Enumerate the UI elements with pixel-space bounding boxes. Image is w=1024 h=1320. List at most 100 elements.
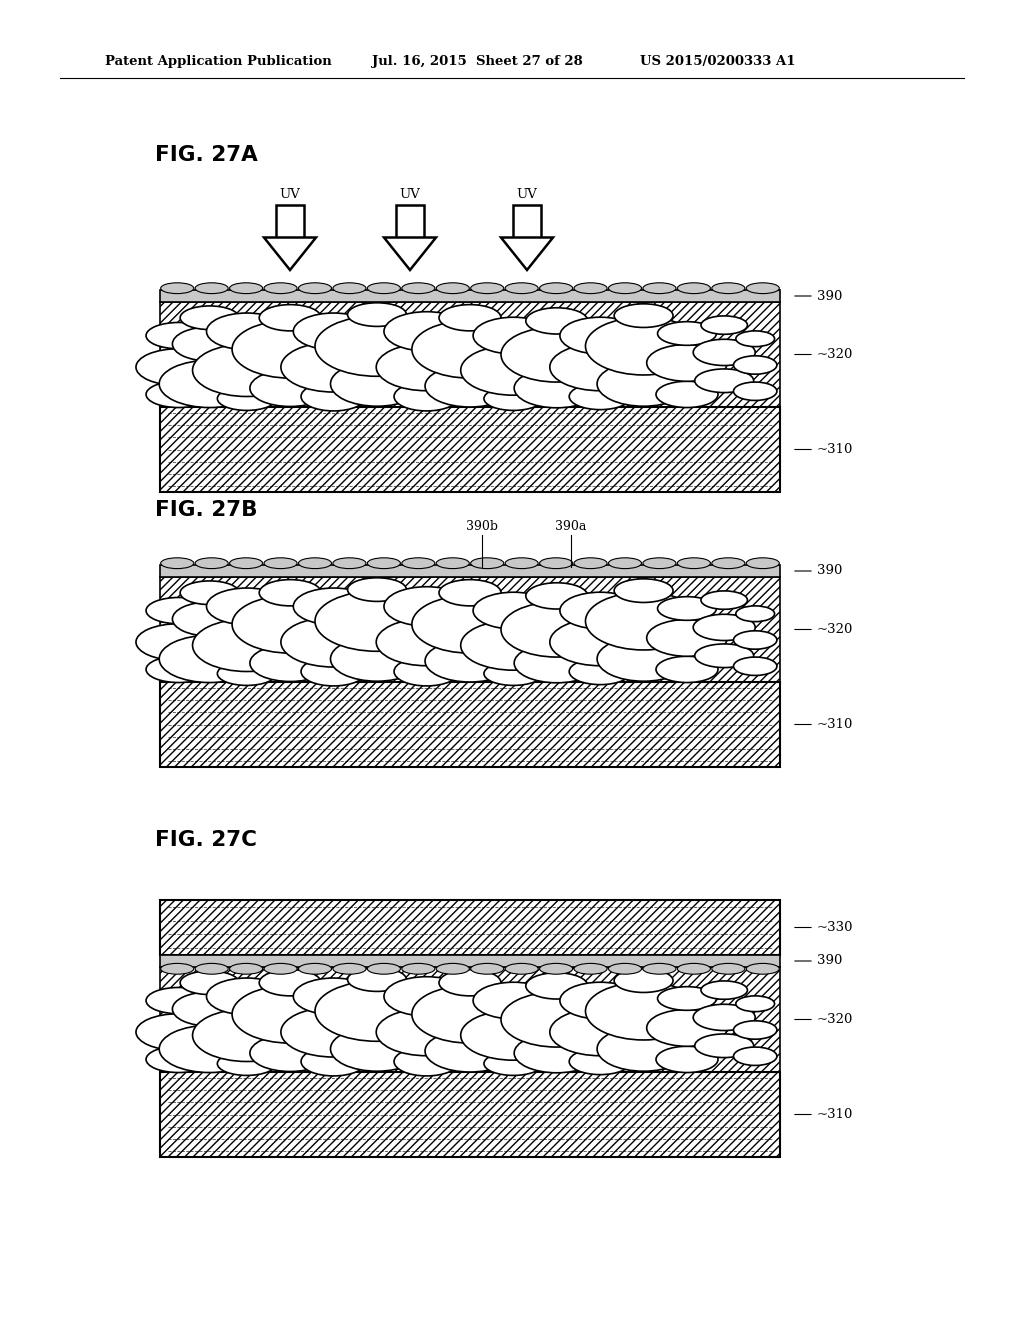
Ellipse shape [550,619,650,665]
Ellipse shape [560,317,640,354]
Ellipse shape [207,587,287,624]
Text: 390: 390 [817,954,843,968]
Ellipse shape [656,1047,718,1073]
Ellipse shape [333,558,366,569]
Ellipse shape [608,282,641,293]
Text: UV: UV [399,189,421,202]
Ellipse shape [331,636,424,681]
Ellipse shape [550,1008,650,1056]
Ellipse shape [439,305,501,331]
Text: ~320: ~320 [817,623,853,636]
Ellipse shape [196,964,228,974]
Ellipse shape [401,964,435,974]
Ellipse shape [736,606,774,622]
Ellipse shape [505,558,539,569]
Ellipse shape [569,659,631,685]
Ellipse shape [250,370,331,407]
Ellipse shape [471,282,504,293]
Ellipse shape [259,970,322,995]
Ellipse shape [461,346,566,395]
Ellipse shape [159,635,260,682]
Text: 390b: 390b [466,520,499,533]
Ellipse shape [597,1027,690,1072]
Ellipse shape [161,282,194,293]
Text: FIG. 27C: FIG. 27C [155,830,257,850]
Ellipse shape [376,619,477,665]
Text: ~310: ~310 [817,1107,853,1121]
Text: 390: 390 [817,289,843,302]
Ellipse shape [643,558,676,569]
Ellipse shape [694,368,754,392]
Bar [160,1072,780,1158]
Ellipse shape [301,657,367,686]
Ellipse shape [384,312,469,351]
Ellipse shape [733,1020,777,1039]
Ellipse shape [701,981,748,999]
Ellipse shape [597,362,690,407]
Ellipse shape [207,313,287,350]
Ellipse shape [376,1008,477,1056]
Ellipse shape [677,558,711,569]
Ellipse shape [347,578,407,602]
Ellipse shape [136,348,221,385]
Ellipse shape [136,624,221,660]
Ellipse shape [608,558,641,569]
Ellipse shape [368,282,400,293]
Ellipse shape [298,964,332,974]
Ellipse shape [712,558,744,569]
Ellipse shape [514,368,599,408]
Ellipse shape [180,581,239,605]
Ellipse shape [574,282,607,293]
Bar [160,407,780,492]
Ellipse shape [647,1010,727,1047]
Ellipse shape [333,282,366,293]
Ellipse shape [484,387,543,411]
Ellipse shape [159,1026,260,1073]
Ellipse shape [264,964,297,974]
Bar [160,302,780,407]
Text: FIG. 27A: FIG. 27A [155,145,258,165]
Text: UV: UV [280,189,300,202]
Ellipse shape [384,977,469,1016]
Ellipse shape [736,331,774,347]
Ellipse shape [159,360,260,408]
Ellipse shape [229,282,262,293]
Ellipse shape [525,973,588,999]
Ellipse shape [259,305,322,331]
Text: 390a: 390a [555,520,587,533]
Text: ~310: ~310 [817,718,853,731]
Ellipse shape [540,964,572,974]
Ellipse shape [436,964,469,974]
Ellipse shape [525,582,588,609]
Ellipse shape [586,982,701,1040]
Ellipse shape [712,282,744,293]
Bar [396,205,424,238]
Ellipse shape [217,387,276,411]
Ellipse shape [473,317,554,354]
Ellipse shape [331,362,424,407]
Ellipse shape [425,366,515,407]
Polygon shape [501,238,553,271]
Polygon shape [264,238,316,271]
Ellipse shape [301,1047,367,1076]
Bar [160,954,780,968]
Ellipse shape [647,345,727,381]
Ellipse shape [281,1007,386,1057]
Ellipse shape [193,1008,301,1061]
Text: UV: UV [516,189,538,202]
Ellipse shape [436,282,469,293]
Ellipse shape [394,381,459,411]
Ellipse shape [733,356,777,374]
Ellipse shape [439,970,501,995]
Ellipse shape [597,636,690,681]
Bar [160,682,780,767]
Ellipse shape [484,1052,543,1076]
Ellipse shape [701,315,748,334]
Ellipse shape [315,981,439,1041]
Ellipse shape [196,558,228,569]
Ellipse shape [401,558,435,569]
Ellipse shape [146,656,211,682]
Ellipse shape [412,321,528,378]
Ellipse shape [471,558,504,569]
Ellipse shape [368,964,400,974]
